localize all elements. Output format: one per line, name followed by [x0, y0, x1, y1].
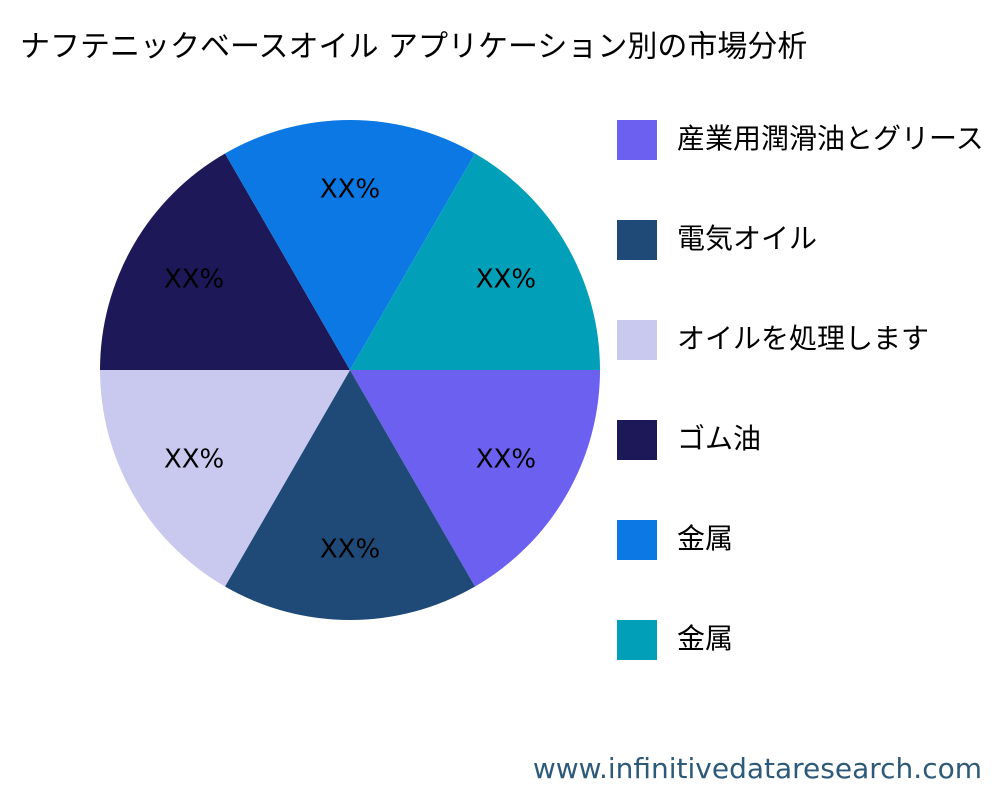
legend-swatch [617, 420, 657, 460]
data-label: XX% [476, 445, 536, 475]
data-label: XX% [164, 265, 224, 295]
data-label: XX% [320, 535, 380, 565]
data-label: XX% [476, 265, 536, 295]
watermark: www.infinitivedataresearch.com [533, 752, 982, 785]
legend-swatch [617, 120, 657, 160]
data-label: XX% [320, 175, 380, 205]
pie-slice [100, 370, 350, 587]
legend-label: オイルを処理します [677, 322, 929, 355]
legend-label: 産業用潤滑油とグリース [677, 122, 984, 155]
legend-swatch [617, 320, 657, 360]
pie-slice [225, 370, 475, 620]
legend-swatch [617, 220, 657, 260]
pie-slice [225, 119, 475, 370]
pie-slice [100, 153, 350, 370]
legend-label: ゴム油 [677, 422, 761, 455]
legend-label: 電気オイル [677, 222, 817, 255]
pie-slice [350, 370, 600, 587]
chart-title: ナフテニックベースオイル アプリケーション別の市場分析 [20, 30, 807, 65]
data-label: XX% [164, 445, 224, 475]
legend-label: 金属 [677, 622, 733, 655]
legend-label: 金属 [677, 522, 733, 555]
legend-swatch [617, 620, 657, 660]
legend-swatch [617, 520, 657, 560]
pie-slice [350, 153, 600, 370]
